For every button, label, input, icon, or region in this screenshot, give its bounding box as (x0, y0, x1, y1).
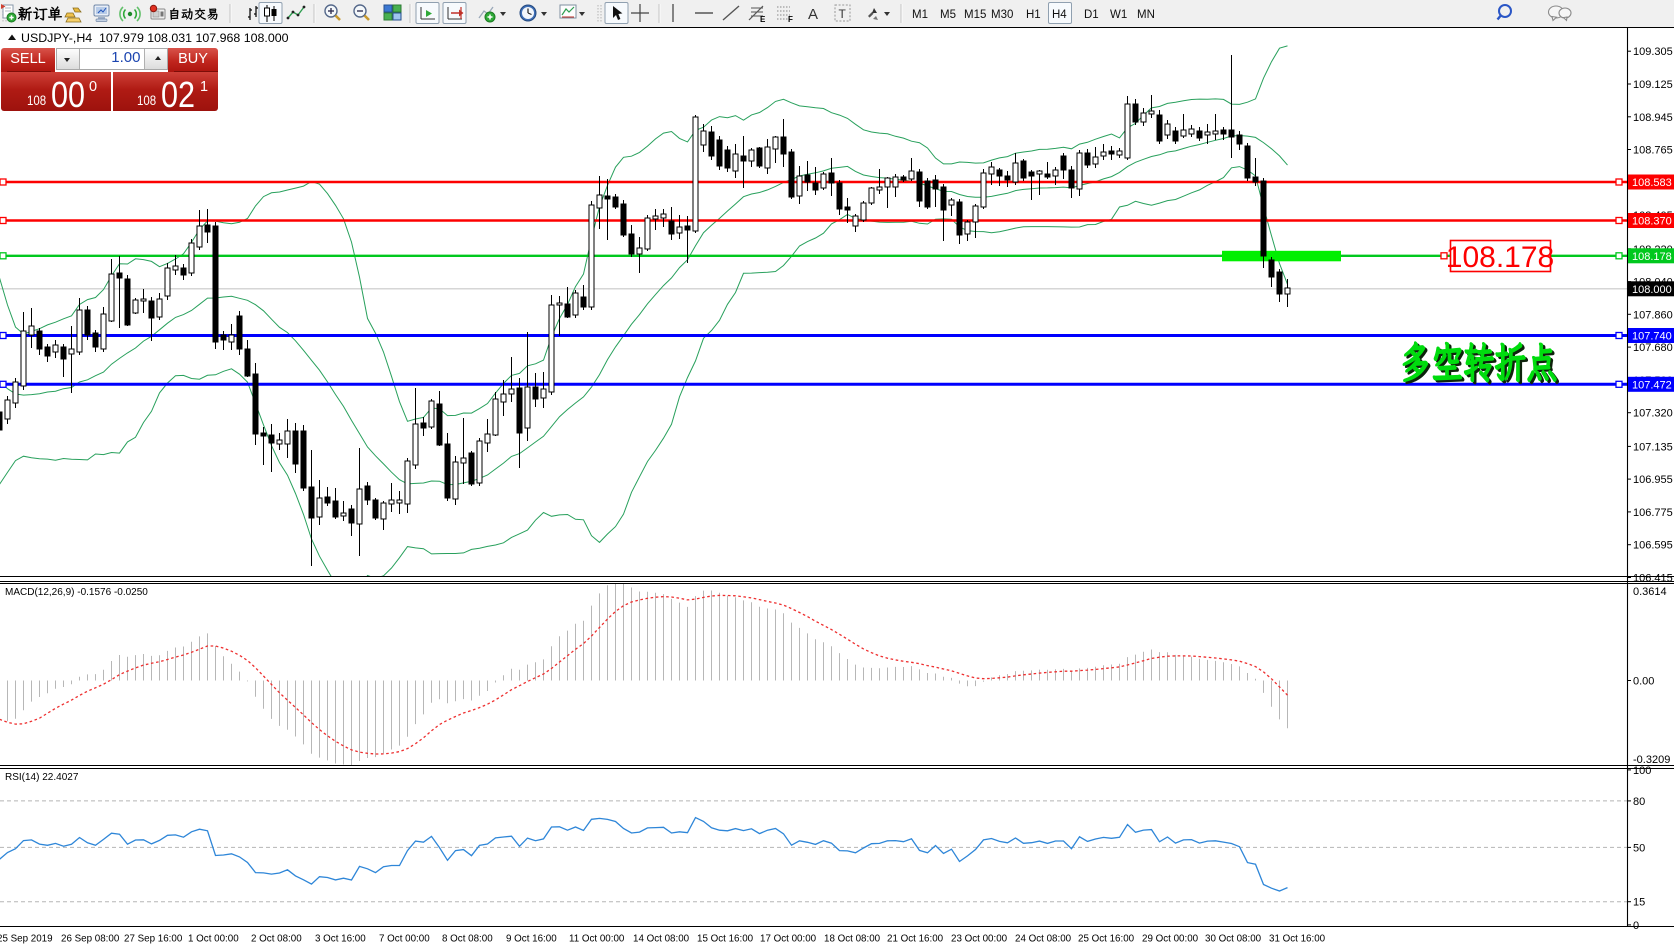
svg-text:108.370: 108.370 (1632, 216, 1672, 228)
svg-text:D1: D1 (1084, 9, 1099, 21)
svg-text:11 Oct 00:00: 11 Oct 00:00 (569, 934, 625, 945)
svg-text:W1: W1 (1110, 9, 1127, 21)
svg-text:RSI(14) 22.4027: RSI(14) 22.4027 (5, 772, 79, 783)
svg-text:M5: M5 (940, 9, 956, 21)
svg-text:108.178: 108.178 (1446, 241, 1554, 274)
svg-text:107.135: 107.135 (1633, 441, 1673, 453)
svg-text:108.583: 108.583 (1632, 177, 1672, 189)
svg-text:107.740: 107.740 (1632, 331, 1672, 343)
svg-text:MN: MN (1137, 9, 1155, 21)
svg-text:1 Oct 00:00: 1 Oct 00:00 (188, 934, 239, 945)
svg-text:E: E (760, 15, 766, 24)
svg-text:M1: M1 (912, 9, 928, 21)
svg-text:107.680: 107.680 (1633, 342, 1673, 354)
svg-text:23 Oct 00:00: 23 Oct 00:00 (951, 934, 1008, 945)
svg-text:0.3614: 0.3614 (1633, 586, 1667, 598)
svg-text:106.955: 106.955 (1633, 474, 1673, 486)
svg-text:100: 100 (1633, 765, 1651, 777)
svg-text:0.00: 0.00 (1633, 676, 1654, 688)
svg-text:107.472: 107.472 (1632, 380, 1672, 392)
svg-text:15 Oct 16:00: 15 Oct 16:00 (697, 934, 754, 945)
svg-text:7 Oct 00:00: 7 Oct 00:00 (379, 934, 430, 945)
svg-text:106.595: 106.595 (1633, 540, 1673, 552)
svg-text:108.765: 108.765 (1633, 145, 1673, 157)
svg-text:9 Oct 16:00: 9 Oct 16:00 (506, 934, 557, 945)
svg-text:80: 80 (1633, 796, 1645, 808)
svg-text:18 Oct 08:00: 18 Oct 08:00 (824, 934, 881, 945)
svg-text:0: 0 (1633, 920, 1639, 932)
svg-text:USDJPY-,H4 107.979 108.031 10: USDJPY-,H4 107.979 108.031 107.968 108.0… (21, 31, 289, 45)
svg-text:T: T (839, 7, 847, 21)
svg-text:107.320: 107.320 (1633, 408, 1673, 420)
svg-text:30 Oct 08:00: 30 Oct 08:00 (1205, 934, 1262, 945)
svg-text:2 Oct 08:00: 2 Oct 08:00 (251, 934, 302, 945)
svg-text:25 Oct 16:00: 25 Oct 16:00 (1078, 934, 1135, 945)
svg-text:M30: M30 (991, 9, 1013, 21)
svg-text:F: F (788, 15, 793, 24)
svg-text:109.125: 109.125 (1633, 79, 1673, 91)
svg-text:H1: H1 (1026, 9, 1041, 21)
svg-text:108.178: 108.178 (1632, 251, 1672, 263)
svg-text:26 Sep 08:00: 26 Sep 08:00 (61, 934, 120, 945)
svg-text:106.415: 106.415 (1633, 573, 1673, 585)
svg-text:17 Oct 00:00: 17 Oct 00:00 (760, 934, 817, 945)
svg-text:3 Oct 16:00: 3 Oct 16:00 (315, 934, 366, 945)
svg-text:29 Oct 00:00: 29 Oct 00:00 (1142, 934, 1199, 945)
svg-text:H4: H4 (1052, 9, 1067, 21)
svg-text:106.775: 106.775 (1633, 507, 1673, 519)
svg-text:14 Oct 08:00: 14 Oct 08:00 (633, 934, 690, 945)
svg-text:MACD(12,26,9) -0.1576 -0.0250: MACD(12,26,9) -0.1576 -0.0250 (5, 587, 148, 598)
svg-text:M15: M15 (964, 9, 986, 21)
svg-text:27 Sep 16:00: 27 Sep 16:00 (124, 934, 183, 945)
svg-text:108.945: 108.945 (1633, 112, 1673, 124)
svg-text:8 Oct 08:00: 8 Oct 08:00 (442, 934, 493, 945)
svg-text:31 Oct 16:00: 31 Oct 16:00 (1269, 934, 1326, 945)
svg-text:50: 50 (1633, 842, 1645, 854)
svg-text:21 Oct 16:00: 21 Oct 16:00 (887, 934, 944, 945)
svg-text:24 Oct 08:00: 24 Oct 08:00 (1015, 934, 1072, 945)
svg-text:25 Sep 2019: 25 Sep 2019 (0, 934, 53, 945)
svg-text:-0.3209: -0.3209 (1633, 754, 1670, 766)
svg-text:15: 15 (1633, 897, 1645, 909)
svg-text:109.305: 109.305 (1633, 46, 1673, 58)
svg-text:A: A (808, 6, 818, 23)
svg-text:107.860: 107.860 (1633, 309, 1673, 321)
svg-text:108.000: 108.000 (1632, 284, 1672, 296)
